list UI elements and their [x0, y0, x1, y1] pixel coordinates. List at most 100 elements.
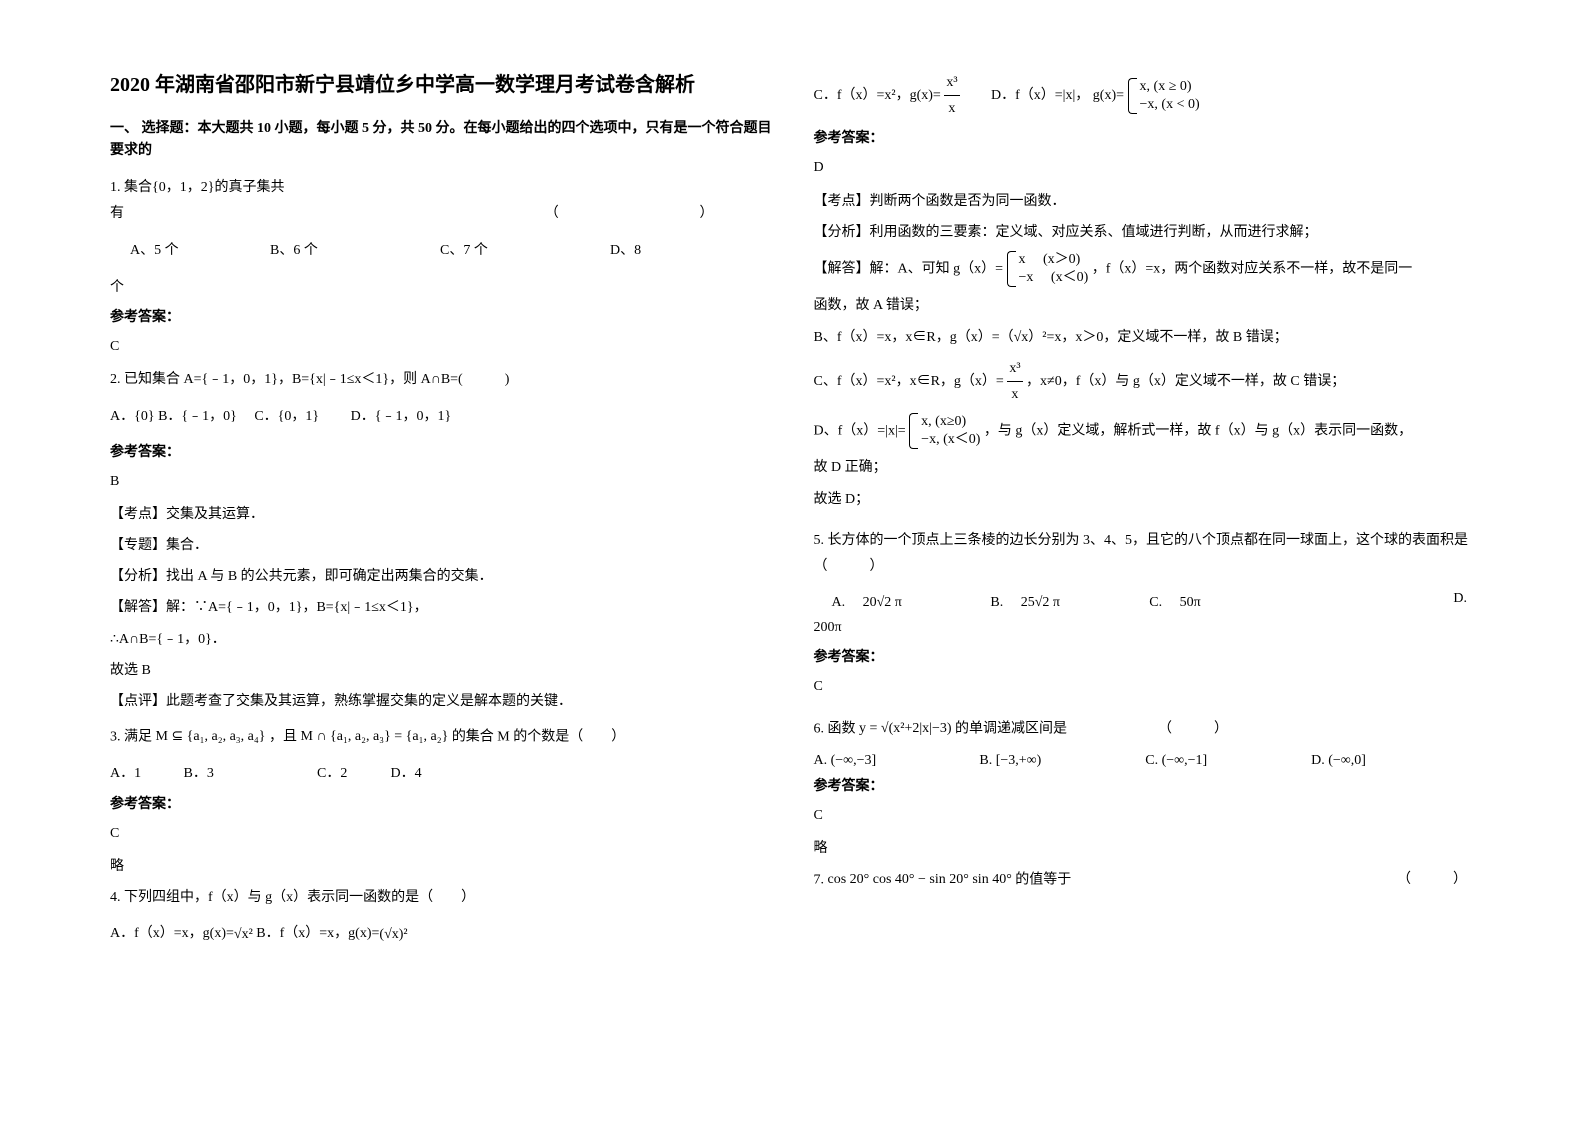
q4-jiedaC-b: ，x≠0，f（x）与 g（x）定义域不一样，故 C 错误； [1026, 374, 1345, 389]
q4-stem: 4. 下列四组中，f（x）与 g（x）表示同一函数的是（ ） [110, 890, 475, 905]
q6-optC: C. (−∞,−1] [1145, 753, 1311, 769]
q4-jiedaD-pw: x, (x≥0) −x, (x＜0) [909, 413, 980, 449]
q4-jiedaA-a: 【解答】解：A、可知 g（x）= [814, 261, 1004, 276]
question-6: 6. 函数 y = √(x²+2|x|−3) 的单调递减区间是 （ ） [814, 716, 1478, 743]
q1-options: A、5 个 B、6 个 C、7 个 D、8 [110, 238, 774, 265]
q5-optA-l: A. [832, 595, 860, 610]
q6-la: A. [814, 753, 828, 768]
q6-stem-c: 的单调递减区间是 （ ） [955, 721, 1228, 736]
q4-jiedaD-a: D、f（x）=|x|= [814, 423, 906, 438]
question-2: 2. 已知集合 A={﹣1，0，1}，B={x|﹣1≤x＜1}，则 A∩B=( … [110, 367, 774, 394]
q4-optC-num: x³ [944, 70, 959, 96]
q1-optD: D、8 [610, 238, 641, 265]
q4-jiedaD-c: 故 D 正确； [814, 455, 1478, 480]
q7-left: 7. cos 20° cos 40° − sin 20° sin 40° 的值等… [814, 867, 1072, 894]
q1-you: 有 [110, 201, 124, 228]
q4-answer: D [814, 155, 1478, 180]
q3-options: A．1 B．3 C．2 D．4 [110, 761, 774, 786]
q6-optA: A. (−∞,−3] [814, 753, 980, 769]
question-4: 4. 下列四组中，f（x）与 g（x）表示同一函数的是（ ） [110, 885, 774, 912]
q3-answer: C [110, 821, 774, 846]
q5-stem: 5. 长方体的一个顶点上三条棱的边长分别为 3、4、5，且它的八个顶点都在同一球… [814, 533, 1469, 575]
q1-optC: C、7 个 [440, 238, 610, 265]
q7-stem-a: 7. [814, 873, 828, 888]
q4-jiedaA-pw: x (x＞0) −x (x＜0) [1007, 251, 1089, 287]
q3-stem-e: 的集合 M 的个数是（ ） [452, 730, 625, 745]
q4-jiedaC-frac: x³ x [1007, 356, 1022, 407]
q1-optB: B、6 个 [270, 238, 440, 265]
q5-answer-label: 参考答案： [814, 646, 1478, 666]
q4-jiedaA-b: ，f（x）=x，两个函数对应关系不一样，故不是同一 [1092, 261, 1413, 276]
q2-zhuanti: 【专题】集合． [110, 533, 774, 558]
q4-jiedaA-p2: −x (x＜0) [1019, 269, 1089, 287]
q1-answer-label: 参考答案： [110, 306, 774, 326]
q5-optC-l: C. [1149, 595, 1176, 610]
q5-optD-l: D. [1453, 591, 1467, 606]
exam-title: 2020 年湖南省邵阳市新宁县靖位乡中学高一数学理月考试卷含解析 [110, 70, 774, 100]
question-1: 1. 集合{0，1，2}的真子集共 有 （ ） [110, 175, 774, 228]
left-column: 2020 年湖南省邵阳市新宁县靖位乡中学高一数学理月考试卷含解析 一、 选择题：… [90, 70, 794, 1082]
q6-options: A. (−∞,−3] B. [−3,+∞) C. (−∞,−1] D. (−∞,… [814, 753, 1478, 769]
q4-answer-label: 参考答案： [814, 127, 1478, 147]
q2-jieda2: ∴A∩B={﹣1，0}． [110, 627, 774, 652]
q5-optD-f: 200π [814, 615, 842, 640]
q5-optD: D. [1308, 591, 1477, 611]
q2-optA: A．{0} [110, 409, 155, 424]
q4-optA-a: A．f（x）=x，g(x)= [110, 926, 234, 941]
q6-optB: B. [−3,+∞) [979, 753, 1145, 769]
q5-options: A. 20√2 π B. 25√2 π C. 50π D. [814, 591, 1478, 611]
q4-fenxi: 【分析】利用函数的三要素：定义域、对应关系、值域进行判断，从而进行求解； [814, 220, 1478, 245]
q4-optD-pw: x, (x ≥ 0) −x, (x < 0) [1128, 78, 1200, 114]
q4-optA-f: √x² [234, 922, 253, 947]
q4-optD-p1: x, (x ≥ 0) [1140, 78, 1200, 96]
q4-optD-gx: g(x)= [1093, 83, 1124, 108]
q4-optAB: A．f（x）=x，g(x)=√x² B．f（x）=x，g(x)=(√x)² [110, 921, 774, 946]
q6-optD: D. (−∞,0] [1311, 753, 1477, 769]
q3-optB: B．3 [184, 761, 314, 786]
q4-optB-a: B．f（x）=x，g(x)= [256, 926, 379, 941]
q4-kaodian: 【考点】判断两个函数是否为同一函数． [814, 189, 1478, 214]
q3-optD: D．4 [391, 766, 422, 781]
q4-optC-den: x [944, 96, 959, 121]
section-header: 一、 选择题：本大题共 10 小题，每小题 5 分，共 50 分。在每小题给出的… [110, 118, 774, 163]
q4-optD-p2: −x, (x < 0) [1140, 96, 1200, 114]
q5-optC-f: 50π [1180, 595, 1201, 611]
q5-optB-l: B. [990, 595, 1017, 610]
q2-fenxi: 【分析】找出 A 与 B 的公共元素，即可确定出两集合的交集． [110, 564, 774, 589]
q6-ld: D. [1311, 753, 1325, 768]
q4-optC-a: C．f（x）=x²，g(x)= [814, 88, 941, 103]
q1-ge: 个 [110, 275, 774, 300]
q4-jiedaA-p1: x (x＞0) [1019, 251, 1089, 269]
q3-answer-label: 参考答案： [110, 793, 774, 813]
q2-optC: C．{0，1} [254, 409, 319, 424]
q4-optC-frac: x³ x [944, 70, 959, 121]
q4-jiedaD-p1: x, (x≥0) [921, 413, 980, 431]
q5-optA-f: 20√2 π [863, 595, 902, 611]
q6-stem-a: 6. 函数 [814, 721, 856, 736]
q3-formula-1: M ⊆ {a₁, a₂, a₃, a₄} [156, 724, 266, 751]
q2-answer: B [110, 469, 774, 494]
q1-optA: A、5 个 [110, 238, 270, 265]
right-column: C．f（x）=x²，g(x)= x³ x D．f（x）=|x|， g(x)= x… [794, 70, 1498, 1082]
q6-optD-f: (−∞,0] [1328, 753, 1366, 769]
q6-lb: B. [979, 753, 992, 768]
q5-optB-f: 25√2 π [1021, 595, 1060, 611]
q4-jiedaA-c: 函数，故 A 错误； [814, 293, 1478, 318]
q7-paren: （ ） [1397, 867, 1467, 894]
q4-jiedaC: C、f（x）=x²，x∈R，g（x）= x³ x ，x≠0，f（x）与 g（x）… [814, 356, 1478, 407]
q2-optD: D．{﹣1，0，1} [351, 409, 452, 424]
q3-lue: 略 [110, 854, 774, 879]
q4-jiedaC-den: x [1007, 382, 1022, 407]
q2-kaodian: 【考点】交集及其运算． [110, 502, 774, 527]
q4-optD-a: D．f（x）=|x|， [963, 88, 1089, 103]
q4-jiedaC-a: C、f（x）=x²，x∈R，g（x）= [814, 374, 1008, 389]
q5-answer: C [814, 674, 1478, 699]
q1-paren-l: （ [545, 201, 559, 228]
q6-answer: C [814, 803, 1478, 828]
q2-stem: 2. 已知集合 A={﹣1，0，1}，B={x|﹣1≤x＜1}，则 A∩B=( … [110, 372, 509, 387]
q4-jiedaD-p2: −x, (x＜0) [921, 431, 980, 449]
question-3: 3. 满足 M ⊆ {a₁, a₂, a₃, a₄} ，且 M ∩ {a₁, a… [110, 724, 774, 751]
q6-answer-label: 参考答案： [814, 775, 1478, 795]
q4-jiedaA: 【解答】解：A、可知 g（x）= x (x＞0) −x (x＜0) ，f（x）=… [814, 251, 1478, 287]
q2-jieda1: 【解答】解：∵A={﹣1，0，1}，B={x|﹣1≤x＜1}， [110, 595, 774, 620]
